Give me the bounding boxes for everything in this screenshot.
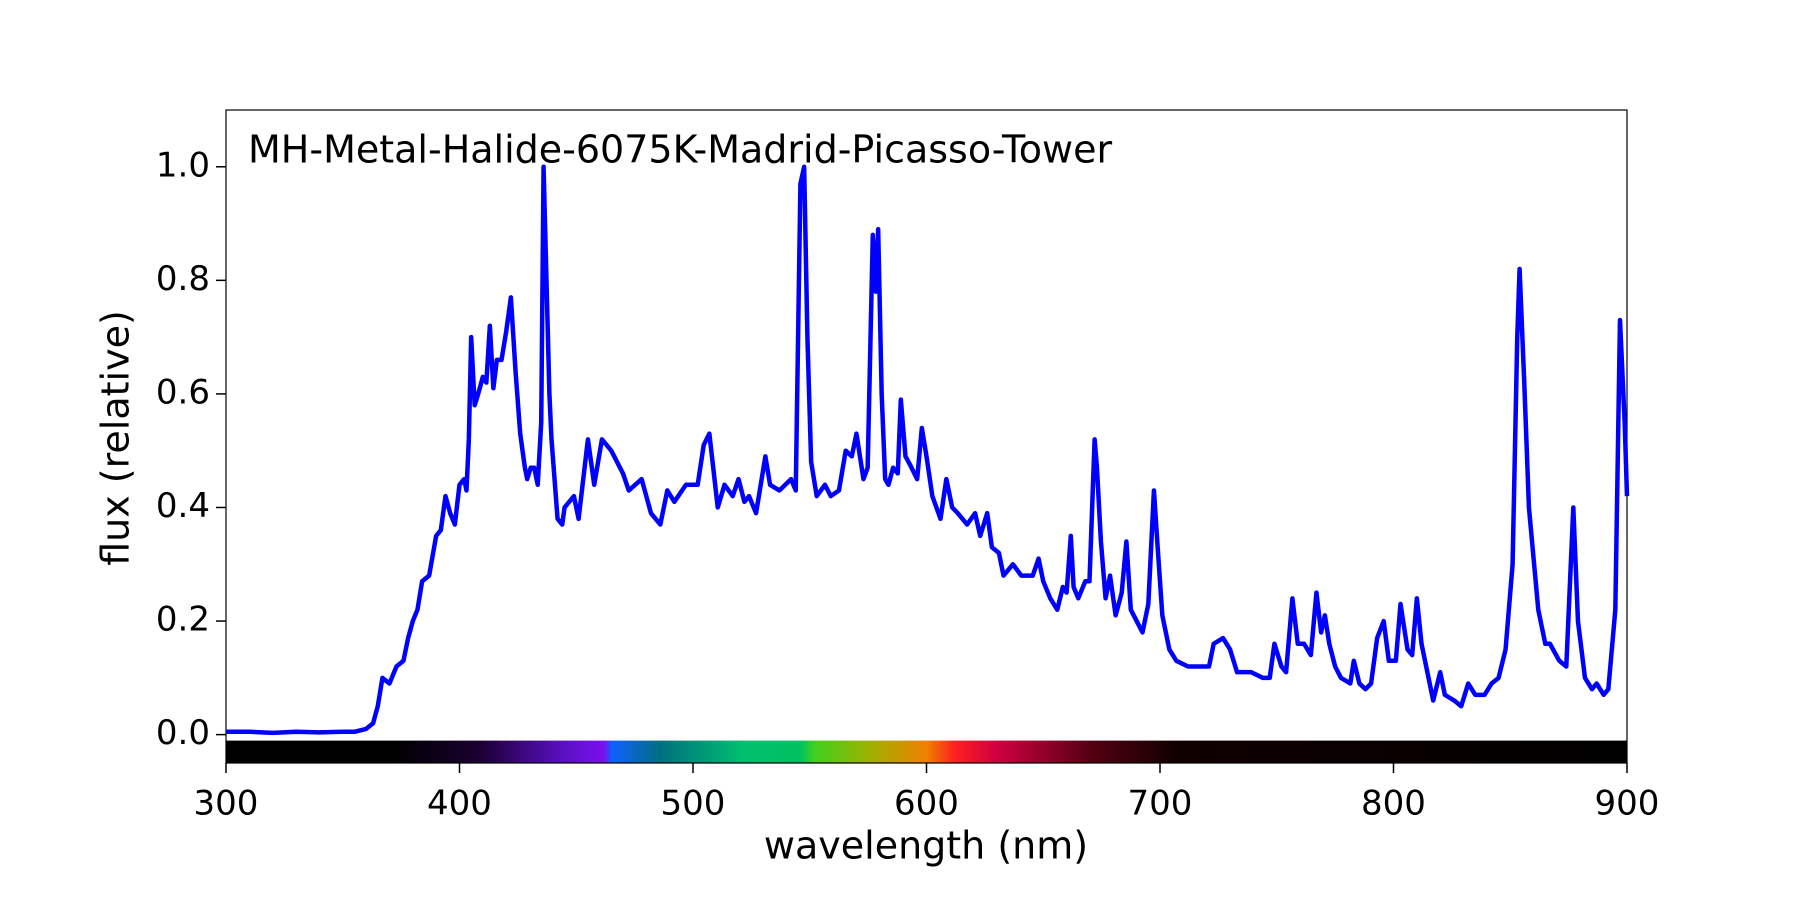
- y-tick-label: 0.0: [156, 713, 210, 753]
- x-tick-label: 900: [1595, 784, 1660, 824]
- x-tick-label: 700: [1128, 784, 1193, 824]
- spectrum-line: [226, 164, 1630, 736]
- x-tick-label: 400: [427, 784, 492, 824]
- x-tick-label: 800: [1361, 784, 1426, 824]
- y-axis-label: flux (relative): [94, 310, 138, 566]
- spectrum-band: [226, 740, 1627, 763]
- x-tick-label: 600: [894, 784, 959, 824]
- y-tick-label: 0.6: [156, 372, 210, 412]
- x-tick-label: 500: [661, 784, 726, 824]
- y-tick-label: 0.4: [156, 486, 210, 526]
- chart-title: MH-Metal-Halide-6075K-Madrid-Picasso-Tow…: [248, 128, 1112, 172]
- y-tick-label: 1.0: [156, 145, 210, 185]
- y-tick-label: 0.2: [156, 600, 210, 640]
- x-tick-label: 300: [194, 784, 259, 824]
- y-tick-label: 0.8: [156, 259, 210, 299]
- plot-frame: [225, 109, 1628, 764]
- x-axis-label: wavelength (nm): [764, 824, 1088, 868]
